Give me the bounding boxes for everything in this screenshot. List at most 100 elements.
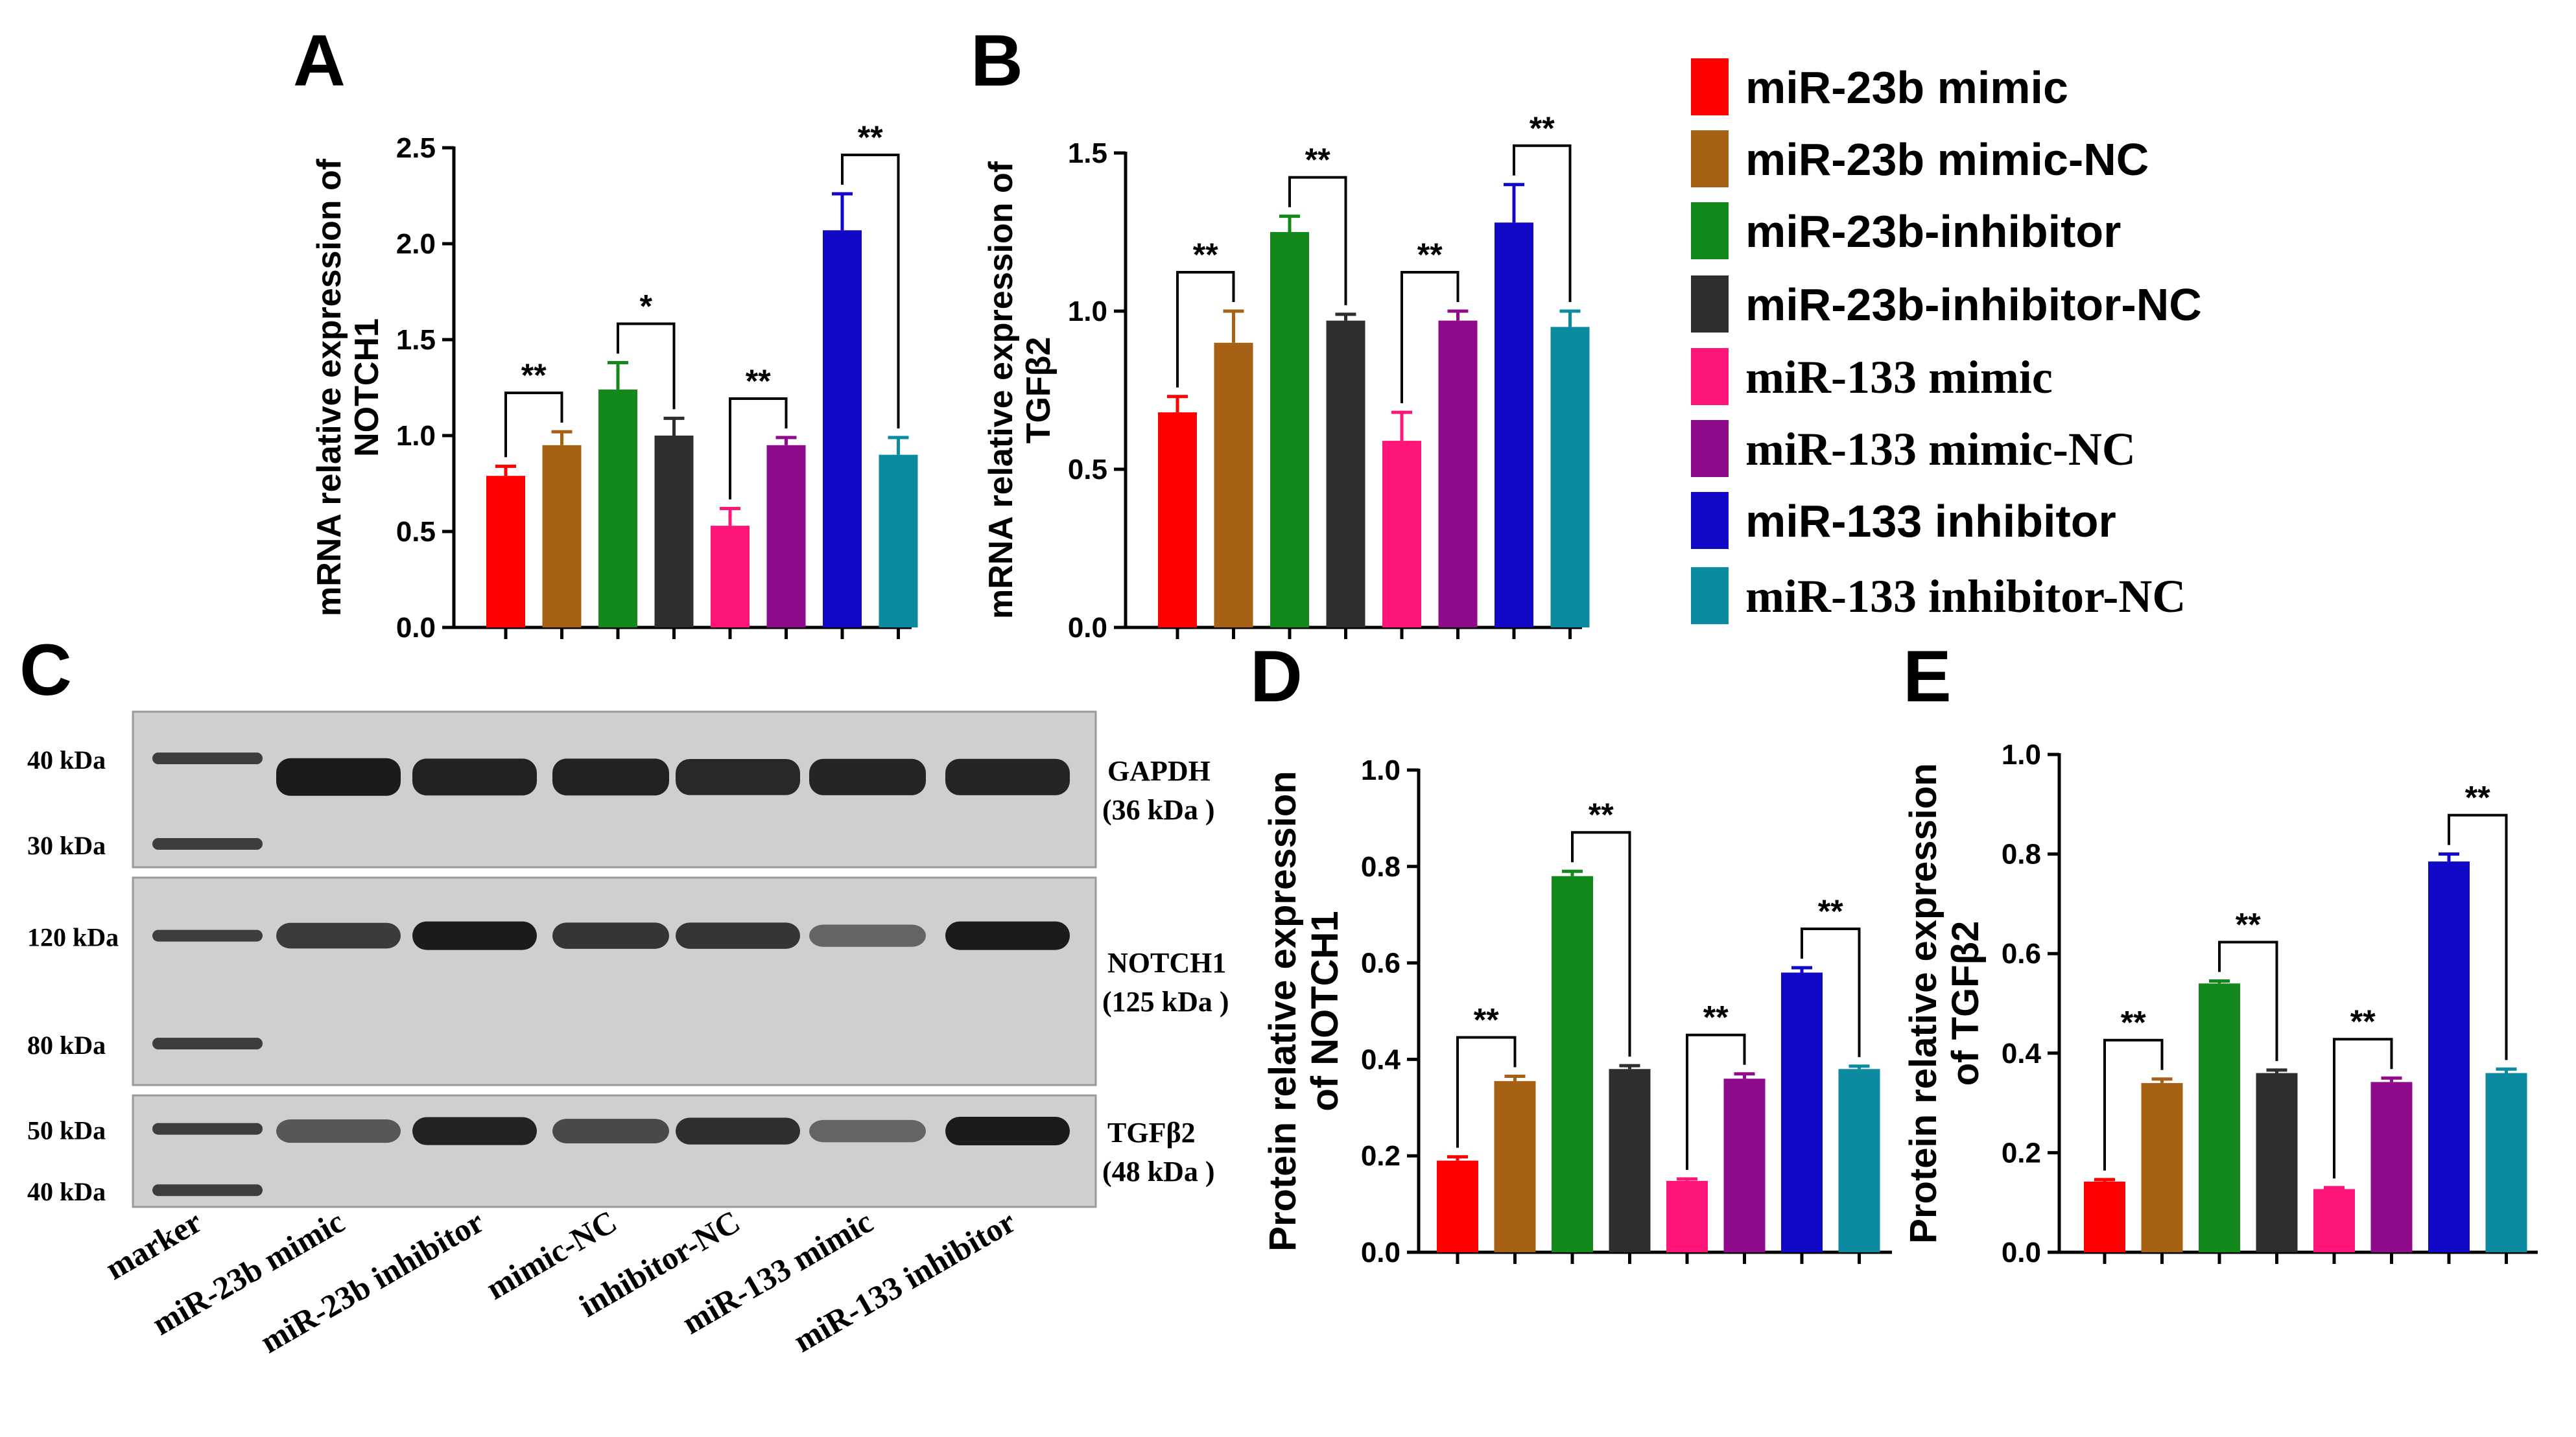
bar <box>2485 1073 2527 1252</box>
y-tick-label: 1.5 <box>1068 137 1107 169</box>
y-axis-label: mRNA relative expression ofNOTCH1 <box>311 158 386 616</box>
legend-item: miR-133 mimic <box>1691 348 2053 405</box>
protein-band <box>676 1117 800 1145</box>
y-axis-label-line1: mRNA relative expression of <box>982 161 1020 619</box>
y-tick-label: 0.4 <box>1361 1044 1401 1075</box>
legend-swatch <box>1691 420 1729 477</box>
protein-band <box>676 922 800 949</box>
significance-bracket <box>2333 1038 2393 1179</box>
panel-label-b: B <box>971 20 1023 101</box>
lane-label: marker <box>99 1203 207 1287</box>
bar <box>1781 972 1823 1252</box>
significance-label: ** <box>1818 893 1843 929</box>
y-tick-label: 1.0 <box>2002 739 2041 771</box>
significance-label: ** <box>1530 110 1555 146</box>
bar <box>1270 232 1309 627</box>
protein-band <box>412 758 537 796</box>
bar <box>1158 412 1197 627</box>
significance-bracket <box>2448 813 2508 1060</box>
legend-label: miR-133 inhibitor-NC <box>1745 570 2186 622</box>
bar <box>1326 320 1365 627</box>
blot-section-notch1: 120 kDa 80 kDa NOTCH1 (125 kDa ) <box>27 876 1229 1086</box>
blot-membrane <box>132 876 1097 1086</box>
bar <box>1438 320 1478 627</box>
blot-section-tgfβ2: 50 kDa 40 kDa TGFβ2 (48 kDa ) <box>27 1094 1215 1208</box>
bar <box>1382 441 1421 627</box>
protein-band <box>552 1119 669 1143</box>
y-tick-label: 2.5 <box>396 132 436 164</box>
y-tick-label: 1.0 <box>396 420 436 452</box>
bar <box>2313 1189 2355 1252</box>
protein-size: (48 kDa ) <box>1102 1156 1215 1187</box>
significance-bracket <box>1176 271 1235 388</box>
marker-band <box>152 838 263 850</box>
y-tick-label: 1.0 <box>1361 754 1400 786</box>
bar <box>2256 1073 2298 1252</box>
legend-swatch <box>1691 348 1729 405</box>
significance-label: * <box>640 288 653 325</box>
legend-label: miR-23b mimic-NC <box>1745 134 2149 185</box>
bar <box>1494 1081 1536 1252</box>
marker-band <box>152 1123 263 1135</box>
significance-label: ** <box>521 357 547 393</box>
y-axis-label-line2: NOTCH1 <box>348 318 386 457</box>
marker-size-label: 30 kDa <box>27 831 106 860</box>
significance-label: ** <box>1474 1001 1499 1038</box>
y-axis-label: Protein relative expressionof NOTCH1 <box>1262 771 1346 1251</box>
protein-band <box>809 924 926 947</box>
legend-swatch <box>1691 202 1729 259</box>
marker-size-label: 40 kDa <box>27 745 106 775</box>
bar <box>1214 342 1253 627</box>
bar <box>1550 327 1590 627</box>
protein-size: (125 kDa ) <box>1102 986 1229 1018</box>
western-blot: 40 kDa 30 kDa GAPDH (36 kDa ) 120 kDa 80 kDa N… <box>27 710 1229 1360</box>
significance-label: ** <box>2465 780 2490 816</box>
y-tick-label: 0.6 <box>1361 948 1400 979</box>
y-tick-label: 0.8 <box>2002 839 2041 870</box>
bar <box>1495 222 1533 627</box>
y-axis-label-line2: of TGFβ2 <box>1944 921 1987 1086</box>
significance-bracket <box>1400 271 1459 404</box>
significance-label: ** <box>2236 906 2261 942</box>
bar <box>598 389 637 627</box>
legend-label: miR-23b-inhibitor <box>1745 206 2121 257</box>
legend-item: miR-133 inhibitor-NC <box>1691 567 2186 624</box>
bar <box>542 445 582 627</box>
bar <box>823 230 862 627</box>
y-axis-label-line2: TGFβ2 <box>1020 337 1058 444</box>
protein-name: GAPDH <box>1107 755 1211 787</box>
bar <box>879 454 918 627</box>
legend-item: miR-23b mimic <box>1691 58 2068 115</box>
marker-band <box>152 1184 263 1197</box>
significance-bracket <box>1801 928 1861 1057</box>
legend-swatch <box>1691 492 1729 549</box>
bar <box>2428 861 2470 1252</box>
y-tick-label: 1.5 <box>396 324 436 356</box>
protein-band <box>276 1119 401 1143</box>
legend: miR-23b mimic miR-23b mimic-NC miR-23b-inh… <box>1691 58 2202 624</box>
legend-item: miR-133 inhibitor <box>1691 492 2116 549</box>
bar <box>2370 1082 2413 1252</box>
significance-label: ** <box>2121 1005 2146 1041</box>
significance-bracket <box>1288 176 1347 305</box>
y-tick-label: 2.0 <box>396 228 436 260</box>
significance-label: ** <box>1305 142 1330 178</box>
y-axis-label-line1: mRNA relative expression of <box>311 158 348 616</box>
bar-charts: 0.0 0.5 1.0 1.5 2.0 2.5 mRNA relative expressi… <box>311 110 2538 1268</box>
legend-item: miR-23b-inhibitor <box>1691 202 2121 259</box>
significance-bracket <box>504 391 563 458</box>
legend-item: miR-23b mimic-NC <box>1691 130 2149 187</box>
significance-label: ** <box>746 363 771 399</box>
y-tick-label: 0.4 <box>2002 1038 2042 1069</box>
protein-band <box>945 921 1070 950</box>
protein-band <box>412 1117 537 1145</box>
protein-band <box>945 758 1070 795</box>
y-tick-label: 0.6 <box>2002 938 2041 970</box>
bar <box>2141 1082 2183 1252</box>
y-tick-label: 0.2 <box>2002 1137 2041 1169</box>
bar <box>1552 876 1593 1252</box>
bar <box>1666 1180 1708 1252</box>
significance-label: ** <box>1703 999 1729 1036</box>
y-tick-label: 0.2 <box>1361 1140 1400 1172</box>
bar <box>654 436 694 627</box>
